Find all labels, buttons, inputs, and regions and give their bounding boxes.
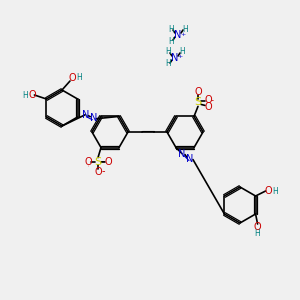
Text: :: : [88, 164, 89, 168]
Text: H: H [168, 37, 174, 46]
Text: H: H [168, 25, 174, 34]
Text: N: N [174, 30, 182, 40]
Text: O: O [68, 73, 76, 83]
Text: N: N [171, 53, 179, 63]
Text: H: H [179, 47, 185, 56]
Text: N: N [186, 154, 194, 164]
Text: -: - [211, 96, 214, 105]
Text: S: S [94, 157, 102, 166]
Text: O: O [28, 90, 36, 100]
Text: H: H [273, 187, 278, 196]
Text: H: H [255, 230, 260, 238]
Text: +: + [177, 55, 183, 59]
Text: O: O [254, 222, 261, 232]
Text: H: H [22, 91, 28, 100]
Text: H: H [76, 74, 82, 82]
Text: +: + [180, 32, 186, 37]
Text: O: O [94, 167, 102, 177]
Text: H: H [165, 47, 171, 56]
Text: -: - [101, 167, 105, 177]
Text: H: H [165, 59, 171, 68]
Text: O: O [204, 95, 212, 105]
Text: N: N [90, 113, 97, 123]
Text: N: N [178, 148, 186, 159]
Text: H: H [182, 25, 188, 34]
Text: O: O [204, 102, 212, 112]
Text: S: S [194, 98, 202, 107]
Text: O: O [84, 157, 92, 166]
Text: O: O [104, 157, 112, 166]
Text: N: N [82, 110, 89, 120]
Text: O: O [265, 186, 272, 196]
Text: O: O [194, 87, 202, 98]
